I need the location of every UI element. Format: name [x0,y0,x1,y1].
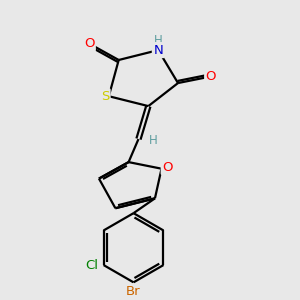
Text: O: O [84,37,94,50]
Text: Cl: Cl [85,259,98,272]
Text: O: O [162,160,173,173]
Text: H: H [154,34,163,47]
Text: O: O [206,70,216,83]
Text: Br: Br [126,285,141,298]
Text: S: S [101,90,109,103]
Text: N: N [153,44,163,57]
Text: H: H [149,134,158,147]
